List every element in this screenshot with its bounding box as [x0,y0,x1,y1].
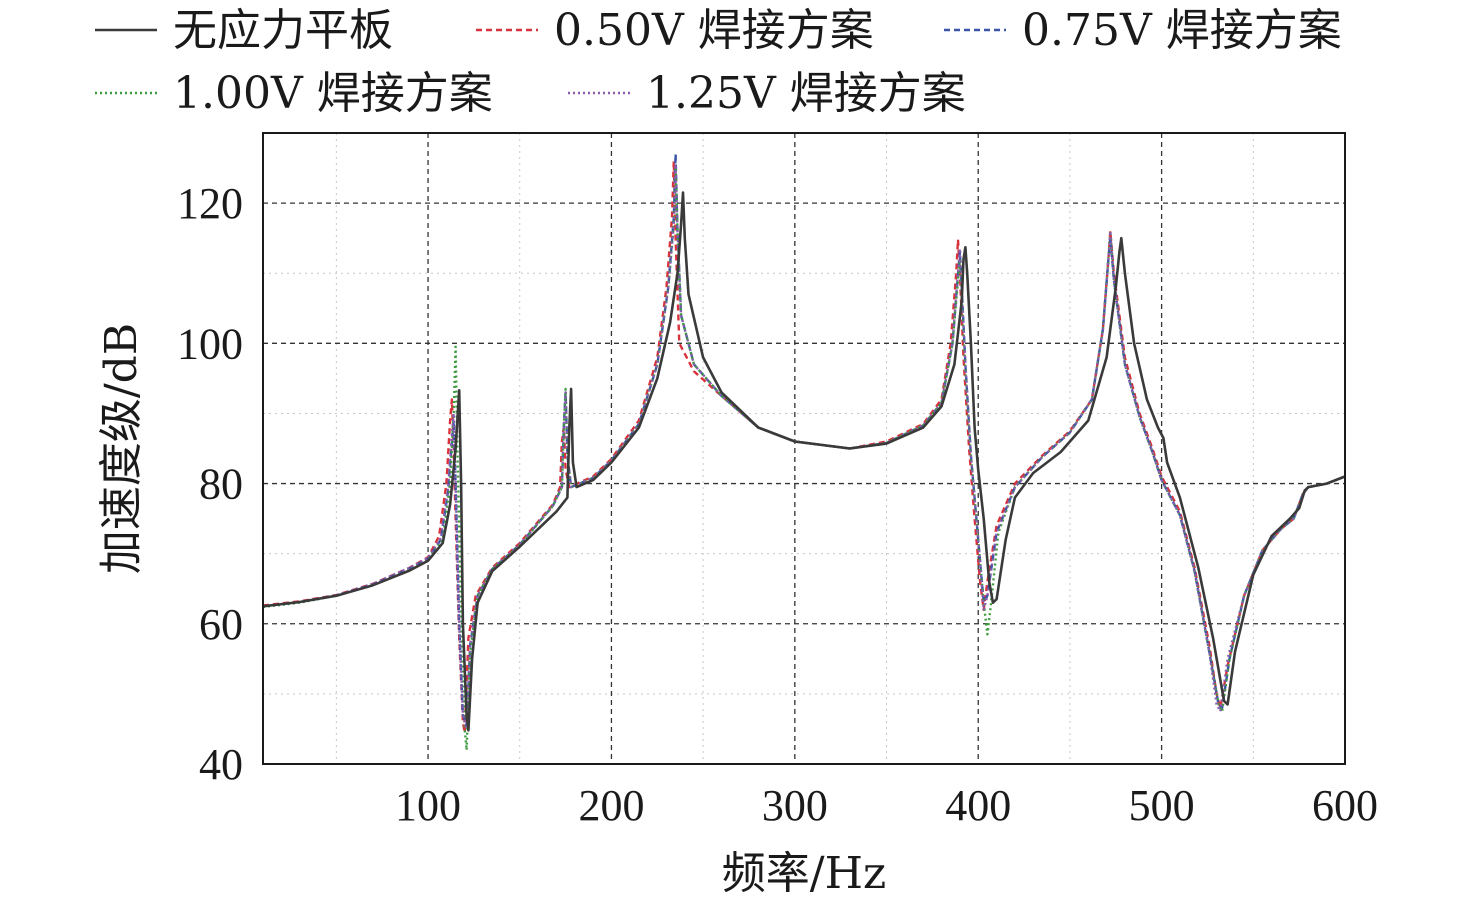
x-tick-label: 200 [578,781,644,830]
y-tick-label: 80 [199,460,243,509]
y-axis-ticks: 40 60 80 100 120 [177,179,243,789]
x-tick-label: 600 [1312,781,1378,830]
y-axis-label: 加速度级/dB [96,323,147,574]
legend: 无应力平板 0.50V 焊接方案 0.75V 焊接方案 1.00V 焊接方案 1.25V… [95,5,1342,119]
legend-label: 1.25V 焊接方案 [646,68,966,119]
plot-area [262,132,1346,765]
y-tick-label: 40 [199,740,243,789]
x-tick-label: 500 [1129,781,1195,830]
minor-gridlines [263,133,1345,764]
x-tick-label: 400 [945,781,1011,830]
legend-label: 1.00V 焊接方案 [173,68,493,119]
plot-frame [262,132,1346,765]
y-tick-label: 60 [199,600,243,649]
major-gridlines [263,133,1345,764]
y-tick-label: 100 [177,319,243,368]
legend-label: 0.75V 焊接方案 [1022,5,1342,56]
x-tick-label: 100 [395,781,461,830]
x-tick-label: 300 [762,781,828,830]
legend-label: 无应力平板 [173,5,393,56]
x-axis-label: 频率/Hz [722,848,886,899]
legend-label: 0.50V 焊接方案 [554,5,874,56]
series-line-1 [262,191,1346,732]
plot-background [263,133,1345,764]
x-axis-ticks: 100 200 300 400 500 600 [395,781,1378,830]
y-tick-label: 120 [177,179,243,228]
series-layer [262,152,1346,752]
